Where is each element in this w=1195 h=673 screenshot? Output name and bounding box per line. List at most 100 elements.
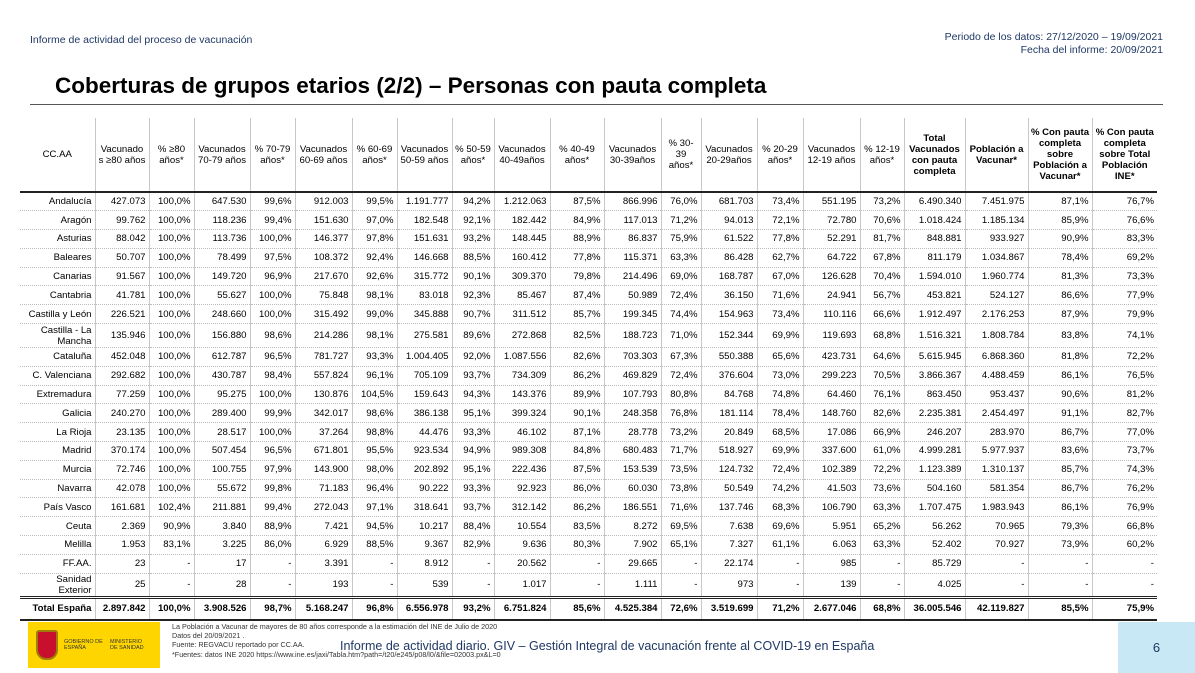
- table-cell: 1.912.497: [903, 304, 965, 325]
- table-cell: 151.630: [294, 210, 352, 231]
- table-cell: 292.682: [94, 366, 149, 386]
- table-cell: 6.868.360: [964, 347, 1028, 367]
- table-cell: 71.183: [294, 479, 352, 499]
- table-cell: 93,7%: [451, 366, 494, 386]
- table-cell: 99,4%: [249, 210, 295, 231]
- table-cell: 1.185.134: [964, 210, 1028, 231]
- table-cell: 85.729: [903, 554, 965, 574]
- table-cell: 90,9%: [1027, 229, 1092, 249]
- note: Fuente: REGVACU reportado por CC.AA.: [172, 640, 305, 650]
- region-name: Navarra: [20, 479, 95, 499]
- table-cell: 76,6%: [1091, 210, 1157, 231]
- table-cell: 97,1%: [351, 497, 397, 518]
- table-cell: 28.778: [603, 422, 661, 443]
- table-cell: 75,9%: [1091, 595, 1157, 622]
- report-dates: Periodo de los datos: 27/12/2020 – 19/09…: [945, 31, 1163, 56]
- table-row: Madrid 370.174 100,0% 507.454 96,5% 671.801 95…: [20, 441, 1157, 461]
- table-cell: 84.768: [700, 385, 757, 405]
- table-cell: 248.358: [603, 403, 661, 424]
- region-name: Canarias: [20, 267, 95, 287]
- table-cell: 71,2%: [660, 210, 701, 231]
- table-cell: 1.960.774: [964, 267, 1028, 287]
- table-cell: 681.703: [700, 192, 757, 212]
- table-cell: 680.483: [603, 441, 661, 461]
- table-cell: 83,8%: [1027, 323, 1092, 349]
- region-name: Madrid: [20, 441, 95, 461]
- table-cell: 77,9%: [1091, 285, 1157, 306]
- table-cell: 69,5%: [660, 516, 701, 537]
- column-header: Vacunados 60-69 años: [294, 118, 352, 193]
- table-row: Canarias 91.567 100,0% 149.720 96,9% 217.670 9…: [20, 267, 1157, 287]
- region-name: FF.AA.: [20, 554, 95, 574]
- table-cell: 61,1%: [756, 535, 803, 555]
- region-name: Melilla: [20, 535, 95, 555]
- table-cell: 100,0%: [148, 192, 194, 212]
- table-cell: 217.670: [294, 267, 352, 287]
- table-cell: 100,0%: [148, 595, 194, 622]
- table-cell: 863.450: [903, 385, 965, 405]
- table-cell: 202.892: [396, 460, 452, 480]
- table-cell: 79,3%: [1027, 516, 1092, 537]
- table-cell: 71,2%: [756, 595, 803, 622]
- table-cell: 96,8%: [351, 595, 397, 622]
- table-cell: 69,0%: [660, 267, 701, 287]
- table-cell: 453.821: [903, 285, 965, 306]
- table-cell: 80,8%: [660, 385, 701, 405]
- table-cell: 72,4%: [756, 460, 803, 480]
- table-cell: 90,1%: [451, 267, 494, 287]
- table-cell: 100,0%: [249, 422, 295, 443]
- table-cell: 81,7%: [859, 229, 904, 249]
- table-cell: 76,7%: [1091, 192, 1157, 212]
- table-cell: 74,4%: [660, 304, 701, 325]
- table-cell: 82,7%: [1091, 403, 1157, 424]
- table-cell: 7.902: [603, 535, 661, 555]
- table-cell: 82,6%: [859, 403, 904, 424]
- table-cell: 4.525.384: [603, 595, 661, 622]
- table-cell: 452.048: [94, 347, 149, 367]
- table-cell: 2.677.046: [802, 595, 860, 622]
- coverage-table: CC.AA Vacunado s ≥80 años% ≥80 años* Vacun…: [20, 118, 1157, 622]
- region-name: Total España: [20, 595, 95, 622]
- table-cell: 154.963: [700, 304, 757, 325]
- table-cell: 9.367: [396, 535, 452, 555]
- table-cell: 248.660: [193, 304, 250, 325]
- report-date: Fecha del informe: 20/09/2021: [1020, 43, 1163, 56]
- table-cell: 2.369: [94, 516, 149, 537]
- table-row: Baleares 50.707 100,0% 78.499 97,5% 108.372 92…: [20, 248, 1157, 268]
- table-cell: -: [249, 573, 295, 598]
- table-cell: 146.377: [294, 229, 352, 249]
- table-cell: 92,3%: [451, 285, 494, 306]
- table-cell: 149.720: [193, 267, 250, 287]
- table-cell: 86,2%: [549, 366, 604, 386]
- total-row: Total España 2.897.842 100,0% 3.908.526 98,7…: [20, 595, 1157, 622]
- table-cell: 83,1%: [148, 535, 194, 555]
- table-cell: 399.324: [493, 403, 550, 424]
- table-cell: 151.631: [396, 229, 452, 249]
- table-cell: 90.222: [396, 479, 452, 499]
- column-header: CC.AA: [20, 118, 95, 193]
- table-cell: 100,0%: [148, 479, 194, 499]
- table-cell: 781.727: [294, 347, 352, 367]
- table-cell: 20.562: [493, 554, 550, 574]
- table-cell: 61.522: [700, 229, 757, 249]
- table-cell: 100,0%: [148, 285, 194, 306]
- table-cell: 99,9%: [249, 403, 295, 424]
- table-cell: 78.499: [193, 248, 250, 268]
- table-cell: 84,9%: [549, 210, 604, 231]
- table-cell: 29.665: [603, 554, 661, 574]
- table-cell: 923.534: [396, 441, 452, 461]
- table-cell: 97,9%: [249, 460, 295, 480]
- table-cell: 91,1%: [1027, 403, 1092, 424]
- title-divider: [30, 104, 1163, 105]
- table-row: Melilla 1.953 83,1% 3.225 86,0% 6.929 88,5% 9.3…: [20, 535, 1157, 555]
- table-cell: 989.308: [493, 441, 550, 461]
- logo-text-government: GOBIERNO DE ESPAÑA: [64, 639, 103, 651]
- table-cell: 89,6%: [451, 323, 494, 349]
- table-cell: 36.005.546: [903, 595, 965, 622]
- table-cell: 119.693: [802, 323, 860, 349]
- table-cell: 182.442: [493, 210, 550, 231]
- table-cell: 77,0%: [1091, 422, 1157, 443]
- table-cell: 289.400: [193, 403, 250, 424]
- table-cell: 159.643: [396, 385, 452, 405]
- table-cell: 3.225: [193, 535, 250, 555]
